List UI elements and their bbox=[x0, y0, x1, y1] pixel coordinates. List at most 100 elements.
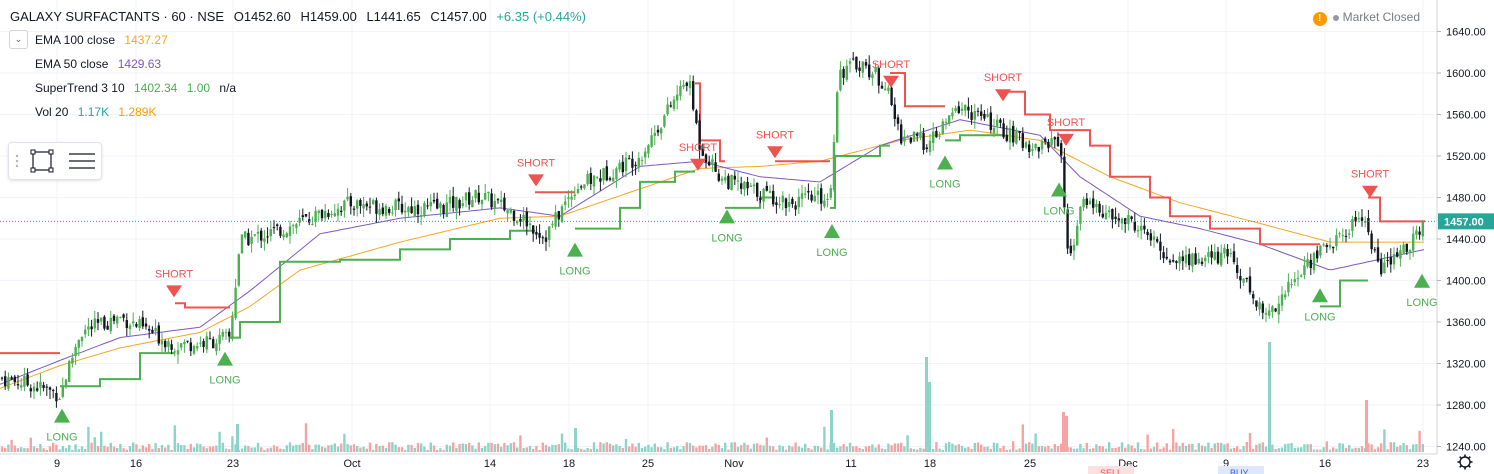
candle-body bbox=[925, 147, 928, 149]
volume-bar bbox=[0, 446, 4, 452]
indicator-ema100[interactable]: EMA 100 close 1437.27 bbox=[35, 33, 174, 47]
volume-bar bbox=[1389, 442, 1392, 452]
candle-body bbox=[772, 190, 775, 205]
buy-button[interactable] bbox=[1218, 466, 1264, 474]
candle-body bbox=[1008, 127, 1012, 143]
volume-bar bbox=[1085, 442, 1088, 452]
volume-bar bbox=[1053, 444, 1056, 452]
candle-body bbox=[1360, 217, 1364, 221]
volume-bar bbox=[122, 448, 125, 452]
volume-bar bbox=[1351, 448, 1354, 452]
indicator-label: SuperTrend 3 10 bbox=[35, 81, 125, 95]
volume-bar bbox=[640, 447, 644, 452]
candle-body bbox=[948, 115, 951, 124]
candle-body bbox=[548, 226, 551, 241]
volume-bar bbox=[1303, 444, 1306, 452]
y-tick-label: 1280.00 bbox=[1446, 400, 1486, 412]
candle-body bbox=[541, 237, 544, 239]
volume-bar bbox=[717, 444, 720, 452]
candle-body bbox=[1418, 231, 1421, 235]
candle-body bbox=[1306, 259, 1309, 267]
candle-body bbox=[848, 61, 852, 64]
candle-body bbox=[1351, 219, 1354, 231]
volume-bar bbox=[778, 445, 781, 452]
supertrend-up-segment bbox=[230, 229, 535, 339]
candle-body bbox=[119, 316, 122, 318]
volume-bar bbox=[944, 443, 948, 452]
volume-bar bbox=[26, 448, 29, 452]
candle-body bbox=[298, 217, 301, 223]
volume-bar bbox=[551, 444, 554, 452]
volume-bar bbox=[1309, 444, 1312, 452]
volume-bar bbox=[192, 447, 196, 452]
settings-lines-icon[interactable] bbox=[69, 153, 95, 169]
gear-icon[interactable] bbox=[1457, 454, 1473, 470]
volume-bar bbox=[740, 445, 743, 452]
indicator-ema50[interactable]: EMA 50 close 1429.63 bbox=[35, 57, 167, 71]
volume-bar bbox=[727, 449, 730, 452]
candle-body bbox=[250, 236, 253, 244]
candle-body bbox=[1300, 275, 1303, 277]
indicator-volume[interactable]: Vol 20 1.17K 1.289K bbox=[35, 105, 162, 119]
y-tick-label: 1320.00 bbox=[1446, 359, 1486, 371]
volume-bar bbox=[848, 442, 852, 452]
y-tick-label: 1560.00 bbox=[1446, 110, 1486, 122]
volume-bar bbox=[679, 449, 682, 452]
warning-icon[interactable]: ! bbox=[1312, 12, 1327, 26]
volume-bar bbox=[442, 449, 445, 452]
volume-bar bbox=[39, 444, 42, 452]
volume-bar bbox=[1012, 441, 1015, 452]
candle-body bbox=[1344, 235, 1348, 238]
long-arrow-icon bbox=[567, 242, 583, 257]
volume-bar bbox=[221, 442, 224, 452]
volume-bar bbox=[320, 446, 324, 452]
volume-bar bbox=[407, 444, 410, 452]
volume-spike bbox=[830, 410, 833, 452]
candle-body bbox=[234, 287, 237, 319]
volume-bar bbox=[650, 447, 653, 452]
candle-body bbox=[711, 159, 714, 165]
candle-body bbox=[1159, 241, 1162, 251]
candle-body bbox=[842, 68, 845, 78]
candle-body bbox=[1396, 252, 1399, 257]
volume-bar bbox=[893, 443, 896, 452]
collapse-legend-button[interactable]: ⌄ bbox=[9, 30, 28, 49]
last-price-badge bbox=[1438, 213, 1494, 230]
drawing-toolbox bbox=[8, 142, 102, 180]
volume-bar bbox=[317, 444, 320, 452]
volume-bar bbox=[973, 442, 976, 452]
volume-bar bbox=[1060, 443, 1063, 452]
indicator-supertrend[interactable]: SuperTrend 3 10 1402.34 1.00 n/a bbox=[35, 81, 242, 95]
candle-body bbox=[199, 342, 202, 344]
candle-body bbox=[535, 231, 538, 235]
candle-body bbox=[394, 199, 397, 211]
toolbox-icons bbox=[15, 149, 95, 173]
volume-bar bbox=[487, 442, 490, 452]
candle-body bbox=[141, 317, 144, 327]
x-tick-label: 18 bbox=[563, 458, 575, 470]
volume-bar bbox=[964, 447, 967, 452]
candle-body bbox=[477, 192, 480, 203]
candle-body bbox=[522, 214, 525, 221]
supertrend-down-segment bbox=[695, 82, 725, 163]
candle-body bbox=[240, 234, 244, 254]
candle-body bbox=[727, 175, 730, 189]
candle-body bbox=[356, 200, 359, 209]
candle-body bbox=[61, 385, 64, 397]
volume-bar bbox=[157, 448, 160, 452]
volume-bar bbox=[1108, 442, 1111, 452]
volume-bar bbox=[746, 444, 749, 452]
candle-body bbox=[845, 65, 848, 80]
sell-button[interactable] bbox=[1088, 466, 1134, 474]
x-tick-label: Oct bbox=[343, 458, 360, 470]
candle-body bbox=[1133, 221, 1136, 231]
rectangle-select-icon[interactable] bbox=[30, 149, 54, 173]
drag-handle-icon[interactable] bbox=[15, 154, 19, 168]
candle-body bbox=[269, 229, 272, 237]
volume-bar bbox=[116, 447, 119, 452]
candle-body bbox=[1223, 247, 1226, 254]
symbol-title[interactable]: GALAXY SURFACTANTS · 60 · NSE bbox=[10, 9, 225, 24]
candle-body bbox=[759, 198, 762, 201]
volume-bar bbox=[1239, 449, 1242, 452]
